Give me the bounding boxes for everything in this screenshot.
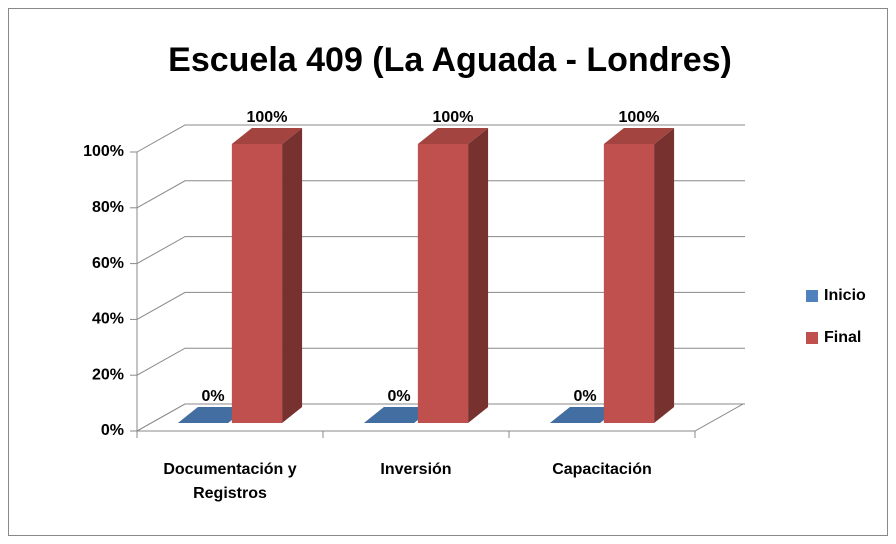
- value-label: 100%: [433, 109, 474, 126]
- chart-title: Escuela 409 (La Aguada - Londres): [168, 41, 732, 79]
- bar-side: [654, 128, 675, 423]
- bar-top: [363, 407, 435, 423]
- value-label: 0%: [201, 388, 224, 405]
- legend-label: Final: [824, 329, 861, 346]
- x-tick-label: Inversión: [380, 461, 452, 478]
- legend-swatch: [806, 332, 818, 344]
- legend-label: Inicio: [824, 287, 866, 304]
- bar: [417, 144, 469, 423]
- value-label: 100%: [619, 109, 660, 126]
- y-tick-label: 20%: [92, 366, 124, 383]
- y-tick-label: 100%: [83, 143, 124, 160]
- grid-line: [136, 347, 745, 376]
- y-tick-label: 0%: [101, 422, 124, 439]
- y-tick-label: 60%: [92, 255, 124, 272]
- y-tick-label: 40%: [92, 311, 124, 328]
- legend-swatch: [806, 290, 818, 302]
- grid-line: [136, 291, 745, 320]
- x-tick-label: Documentación y Registros: [163, 461, 297, 502]
- grid-line: [136, 403, 745, 432]
- bar-side: [282, 128, 303, 423]
- bar-top: [177, 407, 249, 423]
- grid-line: [136, 180, 745, 209]
- x-tick-label: Capacitación: [552, 461, 652, 478]
- grid-line: [136, 124, 745, 153]
- bar-top: [549, 407, 621, 423]
- bar-top: [417, 128, 489, 144]
- bar-top: [231, 128, 303, 144]
- bar-top: [603, 128, 675, 144]
- value-label: 100%: [247, 109, 288, 126]
- grid-line: [136, 236, 745, 265]
- bar-side: [468, 128, 489, 423]
- bar: [603, 144, 655, 423]
- value-label: 0%: [387, 388, 410, 405]
- bar: [231, 144, 283, 423]
- value-label: 0%: [573, 388, 596, 405]
- y-tick-label: 80%: [92, 199, 124, 216]
